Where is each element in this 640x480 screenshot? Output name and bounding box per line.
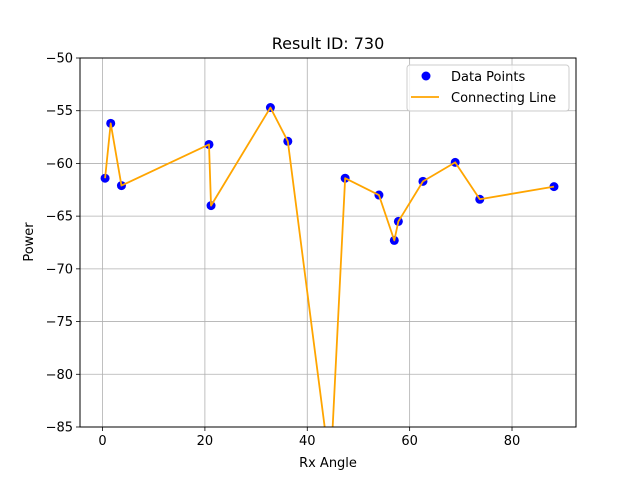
x-tick-label: 40: [299, 434, 316, 449]
x-tick-label: 20: [197, 434, 214, 449]
ticks: 0 20 40 60 80 −85 −80 −75 −70 −65 −60 −55 −50: [46, 52, 521, 450]
plot-frame: [79, 57, 577, 428]
legend-label-data-points: Data Points: [451, 70, 525, 85]
y-tick-label: −50: [46, 52, 73, 67]
y-axis-label: Power: [22, 222, 37, 262]
x-tick-label: 0: [98, 434, 106, 449]
legend-box: [406, 64, 570, 112]
connecting-line: [104, 106, 555, 427]
y-tick-label: −80: [46, 368, 73, 383]
x-tick-label: 60: [401, 434, 418, 449]
y-tick-label: −55: [46, 104, 73, 119]
plot-area: [80, 58, 576, 427]
y-tick-label: −85: [46, 421, 73, 436]
y-tick-label: −65: [46, 210, 73, 225]
legend-marker-data-points: [421, 71, 431, 81]
chart-title: Result ID: 730: [272, 34, 385, 53]
grid: [80, 57, 576, 428]
y-tick-label: −70: [46, 262, 73, 277]
y-tick-label: −75: [46, 315, 73, 330]
legend-label-connecting-line: Connecting Line: [451, 91, 556, 106]
x-axis-label: Rx Angle: [299, 456, 357, 471]
series-layer: [100, 103, 559, 427]
y-tick-label: −60: [46, 157, 73, 172]
x-tick-label: 80: [504, 434, 521, 449]
legend: Data Points Connecting Line: [406, 64, 570, 112]
